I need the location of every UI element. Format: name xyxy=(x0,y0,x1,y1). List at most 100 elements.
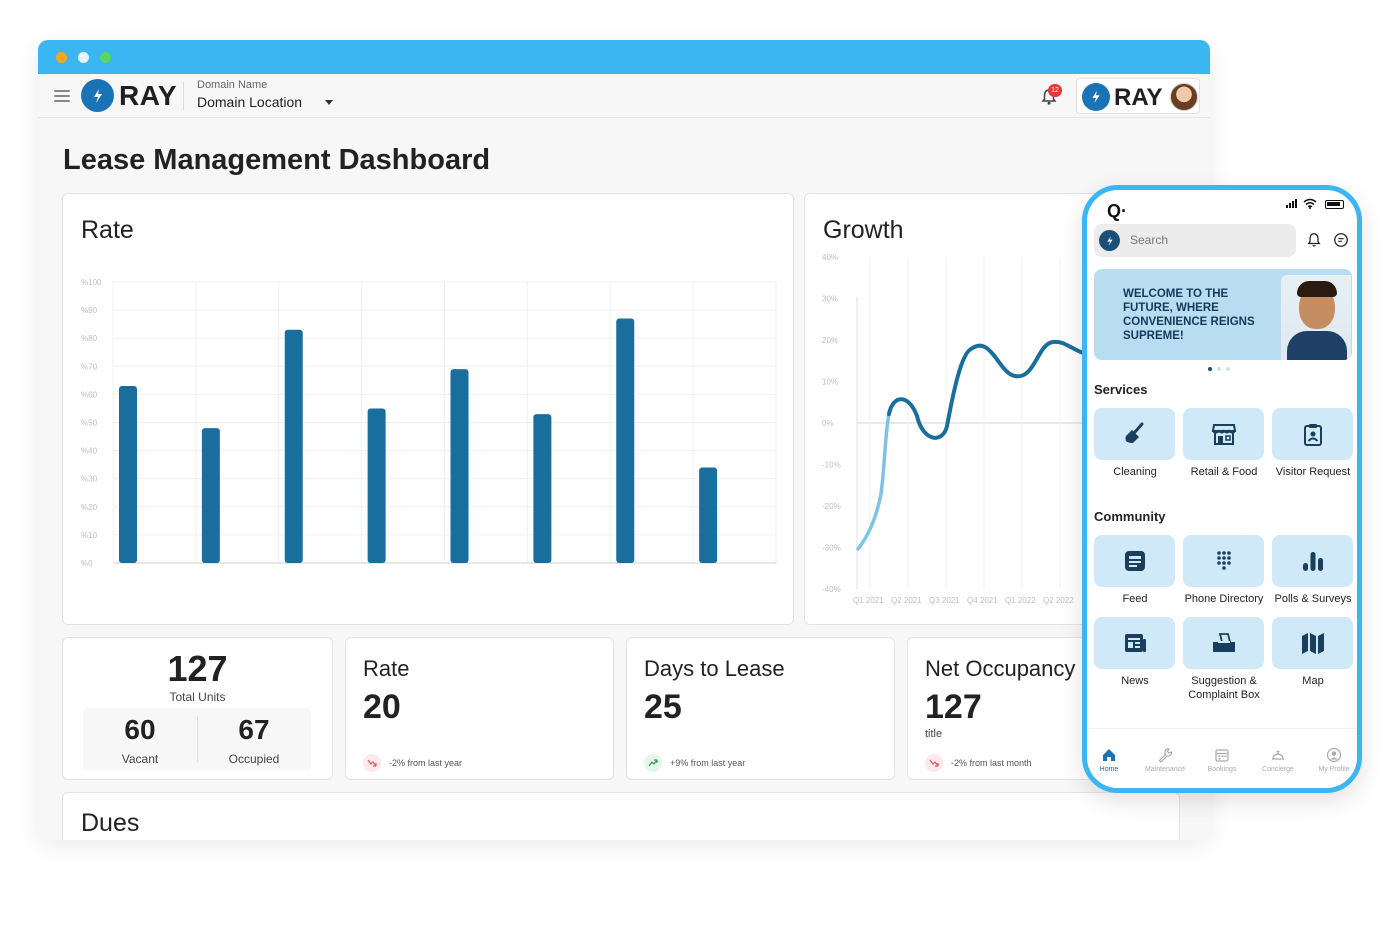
trend-down-icon xyxy=(925,754,943,772)
rate-stat-label: Rate xyxy=(363,656,410,681)
growth-x-tick: Q4 2021 xyxy=(967,596,998,605)
clipboard-icon xyxy=(1303,424,1322,446)
growth-y-tick: 30% xyxy=(822,295,838,304)
header-divider xyxy=(183,82,184,110)
phone-search-input[interactable]: Search xyxy=(1094,224,1296,257)
rate-y-tick: %80 xyxy=(81,334,98,343)
growth-chart-title: Growth xyxy=(823,216,904,244)
trend-down-icon xyxy=(363,754,381,772)
days-to-lease-trend: +9% from last year xyxy=(644,754,745,772)
ray-logo-icon xyxy=(1099,230,1120,251)
bell-icon[interactable] xyxy=(1306,232,1322,248)
rate-y-tick: %0 xyxy=(81,559,93,568)
chat-icon[interactable] xyxy=(1333,232,1349,248)
menu-icon[interactable] xyxy=(54,90,70,102)
ray-logo-icon xyxy=(81,79,114,112)
app-status-logo-icon: Q· xyxy=(1107,201,1127,221)
community-label-feed: Feed xyxy=(1122,593,1148,605)
nav-home[interactable]: Home xyxy=(1087,747,1137,773)
window-maximize-dot[interactable] xyxy=(100,51,111,63)
community-tile-suggestion[interactable] xyxy=(1183,617,1264,669)
growth-line-chart: 40% 30% 20% 10% 0% -10% -20% -30% -40% Q1 2021 Q2 … xyxy=(822,253,1103,605)
page-title: Lease Management Dashboard xyxy=(63,144,491,176)
account-menu[interactable]: RAY xyxy=(1076,78,1200,114)
concierge-bell-icon xyxy=(1272,750,1284,760)
dues-card: Dues xyxy=(62,792,1180,840)
battery-icon xyxy=(1325,200,1344,209)
community-tile-map[interactable] xyxy=(1272,617,1353,669)
vacant-units: 60 Vacant xyxy=(83,708,197,770)
days-to-lease-card: Days to Lease 25 +9% from last year xyxy=(626,637,895,780)
banner-photo xyxy=(1281,275,1351,360)
rate-bar-chart: %100 %90 %80 %70 %60 %50 %40 %30 %20 %10 %0 xyxy=(81,278,777,568)
net-occupancy-subtitle: title xyxy=(925,728,943,740)
community-tile-feed[interactable] xyxy=(1094,535,1175,587)
growth-y-tick: -10% xyxy=(822,461,841,470)
bar-chart-icon xyxy=(1302,552,1323,571)
domain-name-label: Domain Name xyxy=(197,79,268,91)
rate-bar xyxy=(367,408,386,563)
avatar[interactable] xyxy=(1170,83,1198,111)
growth-y-tick: -40% xyxy=(822,585,841,594)
net-occupancy-label: Net Occupancy xyxy=(925,656,1076,681)
rate-trend-text: -2% from last year xyxy=(389,758,463,768)
growth-chart-card: Growth 40% 30% 20% 10% 0% -10% -20% -30% -40% Q1 … xyxy=(804,193,1104,625)
nav-maintenance-label: Maintenance xyxy=(1144,766,1186,773)
calendar-icon xyxy=(1215,749,1229,762)
community-label-polls: Polls & Surveys xyxy=(1274,593,1352,605)
service-label-cleaning: Cleaning xyxy=(1113,466,1157,478)
growth-y-tick: 10% xyxy=(822,378,838,387)
community-label-map: Map xyxy=(1302,675,1324,687)
nav-my-profile[interactable]: My Profile xyxy=(1306,747,1357,773)
nav-maintenance[interactable]: Maintenance xyxy=(1137,747,1193,773)
service-tile-retail[interactable] xyxy=(1183,408,1264,460)
rate-stat-card: Rate 20 -2% from last year xyxy=(345,637,614,780)
signal-icon xyxy=(1286,199,1297,208)
dues-title: Dues xyxy=(81,809,140,837)
nav-bookings[interactable]: Bookings xyxy=(1194,747,1250,773)
days-to-lease-label: Days to Lease xyxy=(644,656,785,681)
community-tile-polls[interactable] xyxy=(1272,535,1353,587)
app-header: RAY Domain Name Domain Location 12 RAY xyxy=(38,74,1210,118)
chevron-down-icon[interactable] xyxy=(325,100,333,105)
growth-series-light xyxy=(856,412,891,551)
rate-stat-value: 20 xyxy=(363,688,401,726)
days-to-lease-trend-text: +9% from last year xyxy=(670,758,746,768)
rate-y-tick: %20 xyxy=(81,503,98,512)
occupied-value: 67 xyxy=(238,714,270,745)
community-tile-news[interactable] xyxy=(1094,617,1175,669)
net-occupancy-trend-text: -2% from last month xyxy=(951,758,1032,768)
growth-y-tick: 20% xyxy=(822,336,838,345)
rate-bar xyxy=(533,414,552,563)
window-titlebar xyxy=(38,40,1210,74)
welcome-banner[interactable]: WELCOME TO THE FUTURE, WHERE CONVENIENCE… xyxy=(1094,269,1352,360)
service-label-visitor: Visitor Request xyxy=(1275,466,1351,478)
domain-location-select[interactable]: Domain Location xyxy=(197,94,303,110)
service-tile-visitor[interactable] xyxy=(1272,408,1353,460)
rate-y-tick: %100 xyxy=(81,278,102,287)
growth-y-tick: -20% xyxy=(822,502,841,511)
rate-y-tick: %90 xyxy=(81,306,98,315)
rate-y-tick: %70 xyxy=(81,362,98,371)
rate-bar xyxy=(201,428,220,563)
vacant-label: Vacant xyxy=(121,752,159,766)
nav-concierge[interactable]: Concierge xyxy=(1250,747,1306,773)
window-minimize-dot[interactable] xyxy=(56,51,67,63)
nav-concierge-label: Concierge xyxy=(1262,766,1294,773)
rate-chart-card: Rate %100 %90 %80 %70 %60 %50 %40 %30 %20 %10 %0 xyxy=(62,193,794,625)
growth-y-tick: -30% xyxy=(822,544,841,553)
dialpad-icon xyxy=(1216,551,1231,570)
carousel-indicator[interactable] xyxy=(1208,367,1230,371)
window-zoom-dot[interactable] xyxy=(78,51,89,63)
brand-name: RAY xyxy=(1114,84,1163,111)
store-icon xyxy=(1211,424,1236,445)
rate-trend: -2% from last year xyxy=(363,754,462,772)
wifi-icon xyxy=(1303,198,1317,209)
feed-icon xyxy=(1124,551,1145,571)
service-tile-cleaning[interactable] xyxy=(1094,408,1175,460)
rate-chart-title: Rate xyxy=(81,216,134,244)
vacant-value: 60 xyxy=(124,714,156,745)
home-icon xyxy=(1103,749,1115,761)
total-units-value: 127 xyxy=(167,648,228,689)
community-tile-phone-directory[interactable] xyxy=(1183,535,1264,587)
